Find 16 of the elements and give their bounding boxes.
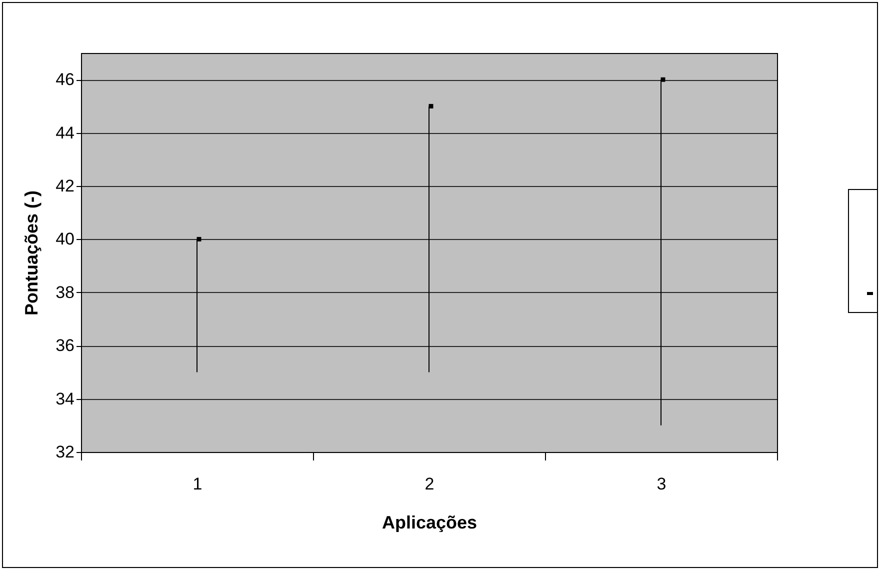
y-tick-label: 40 [56,230,74,249]
y-axis-title: Pontuações (-) [22,190,42,316]
point [428,104,434,108]
x-tick-label: 1 [192,474,202,494]
x-tick-label: 3 [656,474,666,494]
y-tick-label: 34 [56,389,74,408]
y-tick-label: 44 [56,123,74,142]
point [196,236,202,242]
y-tick-label: 38 [56,282,74,302]
y-tick-label: 32 [56,442,74,462]
x-axis-title: Aplicações [382,512,478,532]
point [660,77,666,82]
x-tick-label: 2 [424,474,434,494]
y-tick-label: 46 [56,70,74,90]
y-tick-label: 42 [56,176,74,196]
y-tick-label: 36 [56,336,74,356]
